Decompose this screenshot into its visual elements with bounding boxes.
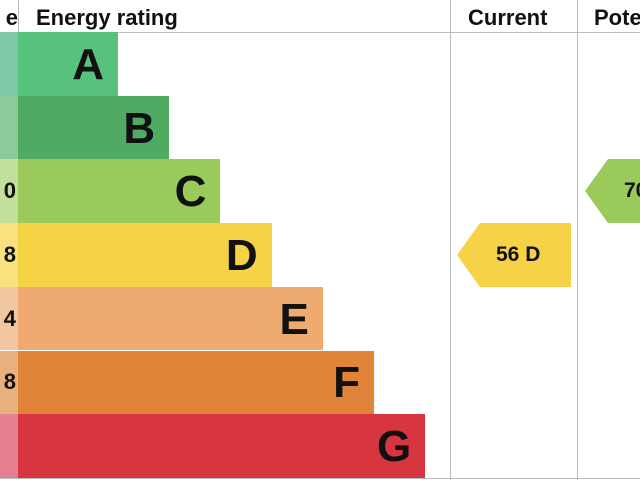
score-divider (18, 0, 19, 32)
header-divider (0, 32, 640, 33)
band-bar-d: D (18, 223, 272, 287)
score-header: e (5, 5, 18, 30)
potential-header: Pote (594, 5, 640, 30)
score-range-label: 4 (3, 305, 16, 331)
bottom-divider (0, 478, 640, 479)
current-header: Current (468, 5, 548, 30)
energy-rating-header: Energy rating (36, 5, 178, 30)
band-letter: E (279, 294, 309, 344)
band-bar-e: E (18, 286, 323, 351)
band-letter: G (376, 422, 412, 472)
current-rating-label: 56 D (496, 243, 541, 266)
score-cell-g (0, 414, 18, 478)
band-letter: B (123, 103, 156, 153)
potential-column-left-divider (577, 0, 578, 480)
band-bar-a: A (18, 32, 118, 96)
score-cell-d: 8 (0, 223, 18, 287)
band-letter: A (72, 39, 104, 89)
band-bar-f: F (18, 350, 374, 415)
score-cell-e: 4 (0, 286, 18, 351)
score-cell-b (0, 95, 18, 160)
current-rating-arrow: 56 D (457, 223, 571, 287)
potential-rating-arrow: 70 (585, 159, 640, 223)
score-cell-f: 8 (0, 350, 18, 415)
band-bar-b: B (18, 95, 170, 160)
band-bar-g: G (18, 414, 426, 478)
score-range-label: 8 (3, 369, 16, 395)
band-letter: F (333, 358, 360, 408)
score-cell-a (0, 32, 18, 96)
band-bar-c: C (18, 159, 221, 224)
band-letter: C (174, 167, 207, 217)
potential-rating-label: 70 (624, 179, 640, 202)
band-letter: D (225, 230, 258, 280)
score-cell-c: 0 (0, 159, 18, 224)
score-range-label: 0 (3, 178, 16, 204)
score-range-label: 8 (3, 241, 16, 267)
current-column-left-divider (450, 0, 451, 480)
